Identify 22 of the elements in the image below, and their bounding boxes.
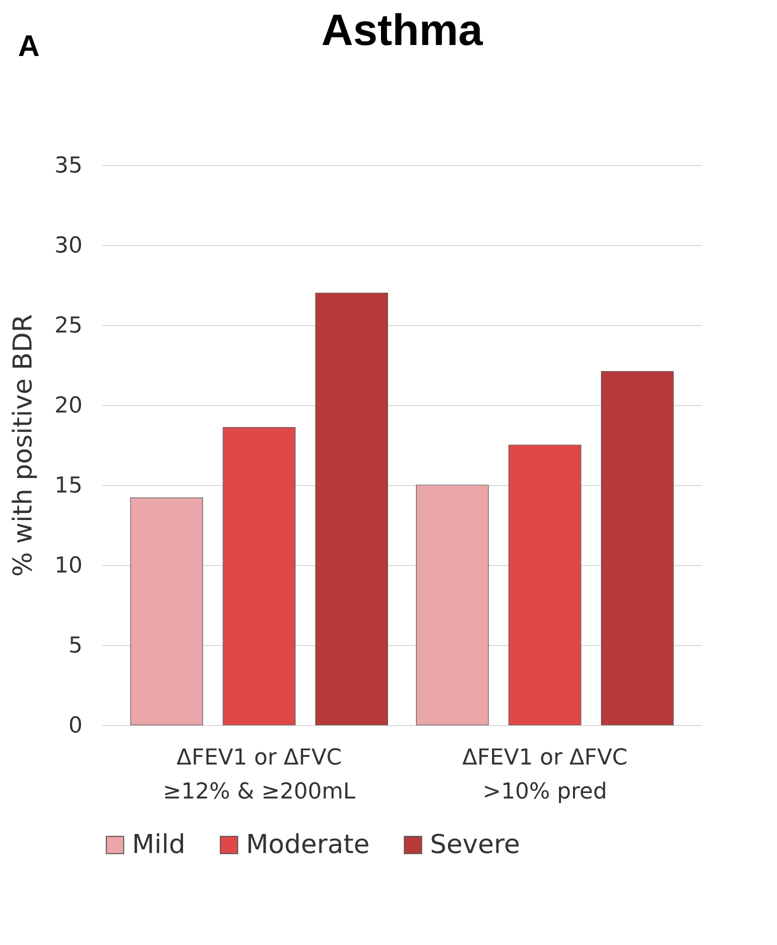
legend-label: Severe bbox=[430, 830, 520, 860]
y-tick-label: 0 bbox=[68, 714, 82, 738]
bar bbox=[222, 427, 296, 726]
bar bbox=[315, 292, 388, 726]
y-axis-title: % with positive BDR bbox=[8, 314, 39, 577]
x-tick-label: ΔFEV1 or ΔFVC ≥12% & ≥200mL bbox=[162, 746, 356, 804]
y-tick-label: 25 bbox=[54, 314, 82, 338]
legend-label: Mild bbox=[132, 830, 186, 860]
y-tick-label: 5 bbox=[68, 634, 82, 658]
y-tick-label: 15 bbox=[54, 474, 82, 498]
bar bbox=[130, 498, 204, 726]
bar bbox=[508, 444, 582, 726]
y-tick-label: 10 bbox=[54, 554, 82, 578]
text: A bbox=[18, 30, 40, 64]
y-tick-label: 30 bbox=[54, 234, 82, 258]
bar bbox=[416, 484, 489, 726]
chart-title: Asthma bbox=[321, 6, 484, 55]
y-tick-label: 35 bbox=[54, 154, 82, 178]
y-tick-label: 20 bbox=[54, 394, 82, 418]
bar bbox=[600, 371, 674, 726]
x-tick-label: ΔFEV1 or ΔFVC >10% pred bbox=[462, 746, 628, 804]
legend-label: Moderate bbox=[246, 830, 370, 860]
